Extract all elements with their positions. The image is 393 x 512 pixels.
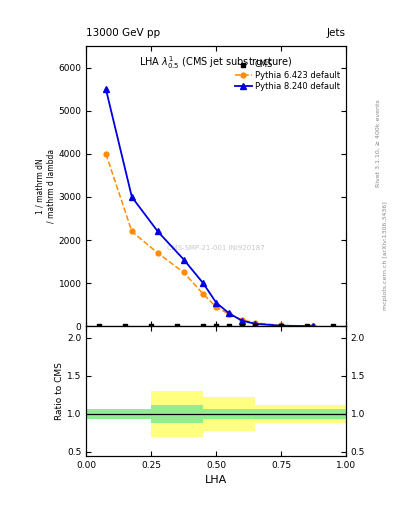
Pythia 6.423 default — [253, 320, 257, 326]
CMS — [200, 322, 206, 330]
Pythia 6.423 default — [182, 269, 186, 275]
Pythia 6.423 default — [311, 323, 316, 329]
Pythia 6.423 default — [240, 317, 244, 323]
Pythia 8.240 default — [279, 323, 283, 329]
CMS — [278, 322, 284, 330]
CMS — [226, 322, 232, 330]
CMS — [252, 322, 258, 330]
Pythia 6.423 default — [156, 250, 160, 256]
Pythia 8.240 default — [129, 194, 134, 200]
Text: LHA $\lambda^{1}_{0.5}$ (CMS jet substructure): LHA $\lambda^{1}_{0.5}$ (CMS jet substru… — [140, 54, 293, 71]
Text: Rivet 3.1.10, ≥ 400k events: Rivet 3.1.10, ≥ 400k events — [376, 99, 380, 187]
Pythia 6.423 default — [214, 304, 219, 310]
Text: CMS-SMP-21-001 INI920187: CMS-SMP-21-001 INI920187 — [167, 245, 265, 251]
Text: 13000 GeV pp: 13000 GeV pp — [86, 28, 161, 38]
Pythia 6.423 default — [279, 323, 283, 329]
Y-axis label: Ratio to CMS: Ratio to CMS — [55, 362, 64, 420]
CMS — [213, 322, 219, 330]
CMS — [239, 322, 245, 330]
Y-axis label: 1 / mathrm dN
/ mathrm d lambda: 1 / mathrm dN / mathrm d lambda — [36, 149, 56, 223]
Pythia 6.423 default — [129, 228, 134, 234]
Pythia 8.240 default — [182, 257, 186, 263]
Pythia 8.240 default — [214, 300, 219, 306]
Pythia 8.240 default — [201, 280, 206, 286]
Text: Jets: Jets — [327, 28, 346, 38]
CMS — [96, 322, 103, 330]
Text: mcplots.cern.ch [arXiv:1306.3436]: mcplots.cern.ch [arXiv:1306.3436] — [383, 202, 387, 310]
Pythia 6.423 default — [104, 151, 108, 157]
X-axis label: LHA: LHA — [205, 475, 227, 485]
CMS — [122, 322, 129, 330]
Pythia 8.240 default — [156, 228, 160, 234]
Pythia 6.423 default — [227, 311, 231, 317]
CMS — [174, 322, 180, 330]
Pythia 8.240 default — [240, 317, 244, 324]
CMS — [304, 322, 310, 330]
CMS — [330, 322, 336, 330]
Pythia 8.240 default — [253, 321, 257, 327]
CMS — [148, 322, 154, 330]
Legend: CMS, Pythia 6.423 default, Pythia 8.240 default: CMS, Pythia 6.423 default, Pythia 8.240 … — [233, 59, 342, 92]
Pythia 8.240 default — [227, 310, 231, 316]
Pythia 8.240 default — [311, 323, 316, 329]
Pythia 6.423 default — [201, 291, 206, 297]
Line: Pythia 6.423 default: Pythia 6.423 default — [103, 152, 316, 329]
Pythia 8.240 default — [104, 86, 108, 92]
Line: Pythia 8.240 default: Pythia 8.240 default — [103, 86, 316, 329]
